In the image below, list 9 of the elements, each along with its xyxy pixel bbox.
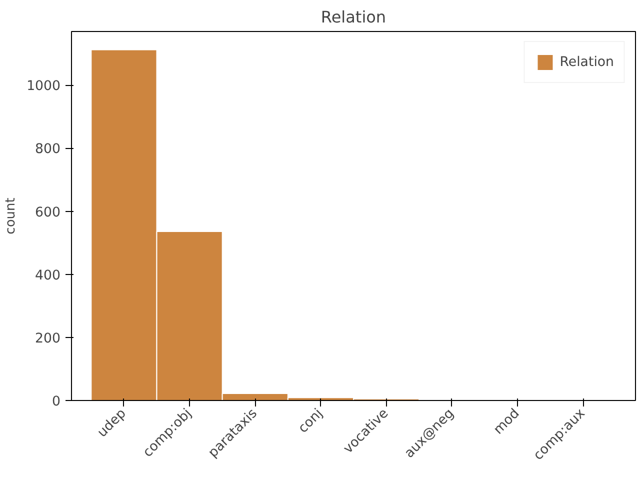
y-tick-label: 800: [35, 142, 61, 158]
y-tick-label: 0: [52, 394, 61, 410]
y-tick-label: 600: [35, 205, 61, 220]
y-tick-label: 400: [35, 268, 61, 284]
legend-label: Relation: [560, 54, 614, 70]
chart-title: Relation: [320, 8, 386, 26]
y-tick-label: 1000: [26, 79, 61, 94]
y-axis-title: count: [4, 198, 19, 234]
y-tick-label: 200: [35, 331, 61, 346]
